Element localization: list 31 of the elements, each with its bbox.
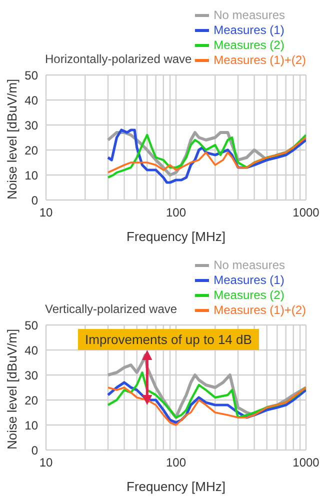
y-tick-label: 40: [24, 343, 38, 358]
y-tick-label: 50: [24, 68, 38, 82]
y-tick-label: 30: [24, 118, 38, 132]
x-tick-label: 1000: [292, 206, 320, 220]
y-tick-label: 10: [24, 168, 38, 182]
y-tick-label: 10: [24, 418, 38, 432]
y-tick-label: 20: [24, 393, 38, 408]
legend-label: Measures (1): [214, 273, 284, 288]
legend-label: Measures (1): [214, 23, 284, 38]
annotation: Improvements of up to 14 dB: [78, 329, 259, 350]
chart-title: Vertically-polarized wave: [45, 302, 178, 316]
legend-label: Measures (1)+(2): [214, 303, 306, 318]
y-tick-label: 20: [24, 143, 38, 158]
x-tick-label: 100: [166, 206, 186, 220]
legend-label: No measures: [214, 258, 285, 273]
y-tick-label: 50: [24, 318, 38, 332]
legend-label: No measures: [214, 8, 285, 23]
x-tick-label: 100: [166, 456, 186, 470]
y-axis-title: Noise level [dBuV/m]: [4, 328, 20, 450]
chart-title: Horizontally-polarized wave: [45, 52, 192, 66]
y-tick-label: 30: [24, 368, 38, 382]
legend-label: Measures (2): [214, 38, 284, 53]
legend-label: Measures (1)+(2): [214, 53, 306, 68]
legend-label: Measures (2): [214, 288, 284, 303]
x-tick-label: 1000: [292, 456, 320, 470]
y-tick-label: 0: [31, 193, 38, 208]
x-axis-title: Frequency [MHz]: [126, 229, 226, 244]
y-axis-title: Noise level [dBuV/m]: [4, 78, 20, 200]
y-tick-label: 0: [31, 443, 38, 458]
x-axis-title: Frequency [MHz]: [126, 479, 226, 494]
y-tick-label: 40: [24, 93, 38, 108]
